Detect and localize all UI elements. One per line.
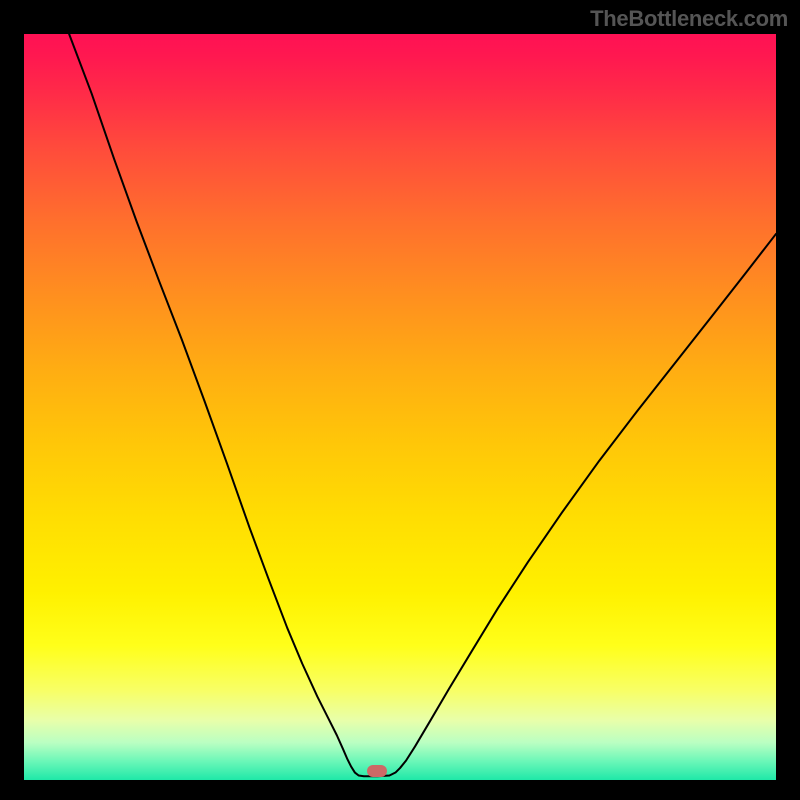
bottleneck-curve <box>69 34 776 776</box>
optimal-point-marker <box>367 765 387 777</box>
chart-plot-area <box>24 34 776 780</box>
watermark-text: TheBottleneck.com <box>590 6 788 32</box>
curve-layer <box>24 34 776 780</box>
